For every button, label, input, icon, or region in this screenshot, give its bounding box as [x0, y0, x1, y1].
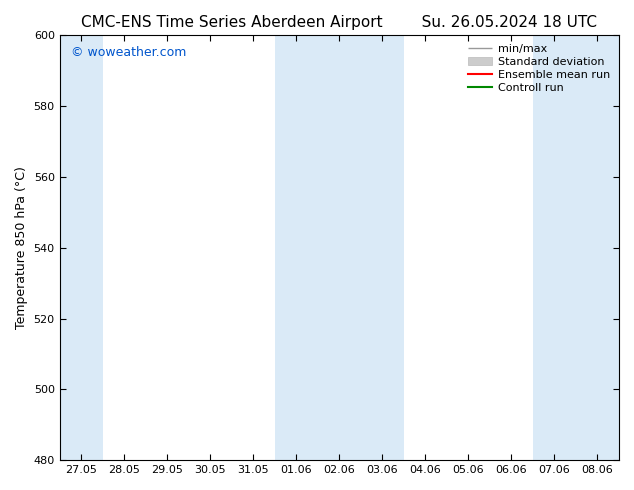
Title: CMC-ENS Time Series Aberdeen Airport        Su. 26.05.2024 18 UTC: CMC-ENS Time Series Aberdeen Airport Su.…: [81, 15, 597, 30]
Bar: [275, 35, 404, 460]
Bar: [533, 35, 619, 460]
Text: © woweather.com: © woweather.com: [71, 46, 186, 59]
Y-axis label: Temperature 850 hPa (°C): Temperature 850 hPa (°C): [15, 166, 28, 329]
Legend: min/max, Standard deviation, Ensemble mean run, Controll run: min/max, Standard deviation, Ensemble me…: [465, 41, 614, 96]
Bar: [60, 35, 103, 460]
